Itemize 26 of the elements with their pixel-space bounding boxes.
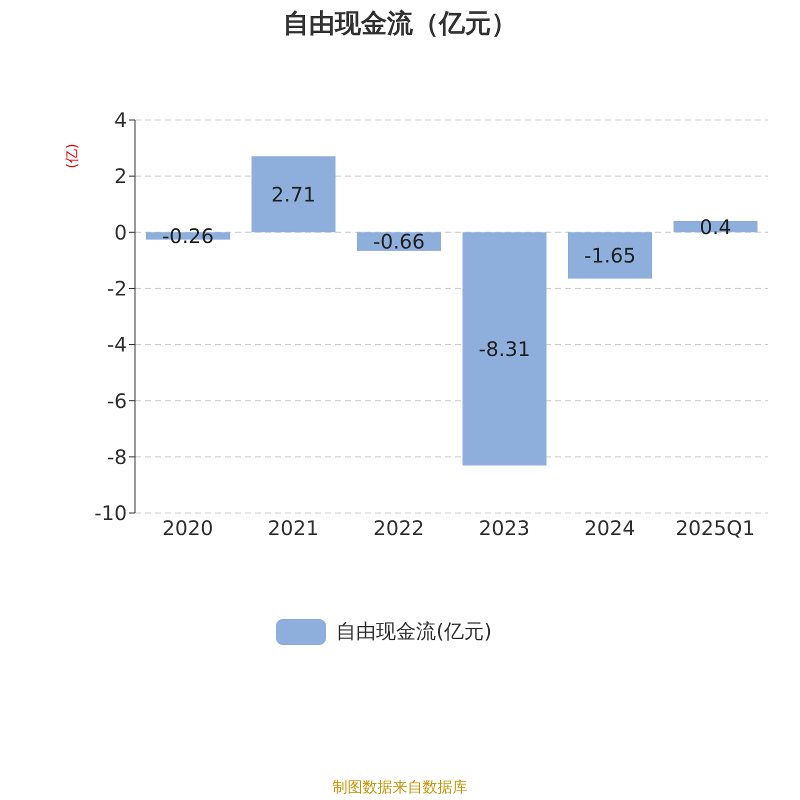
y-axis-title: (亿) xyxy=(63,144,81,168)
chart-title: 自由现金流（亿元） xyxy=(282,8,518,41)
x-tick-label: 2024 xyxy=(584,516,636,540)
legend-label: 自由现金流(亿元) xyxy=(336,618,492,645)
data-label: 2.71 xyxy=(271,182,316,206)
text: 制图数据来自数据库 xyxy=(332,778,468,796)
data-label: -1.65 xyxy=(584,244,636,268)
bar xyxy=(568,232,652,279)
y-tick-label: -2 xyxy=(107,276,127,301)
data-label: -8.31 xyxy=(478,337,530,362)
y-tick-label: -10 xyxy=(94,501,127,526)
x-tick-label: 2022 xyxy=(373,516,424,540)
y-tick-label: -8 xyxy=(107,444,127,469)
data-label: -0.66 xyxy=(373,230,425,254)
y-tick-label: 0 xyxy=(114,220,127,244)
data-label: 0.4 xyxy=(700,214,732,239)
y-tick-label: 2 xyxy=(114,164,127,188)
x-tick-label: 2023 xyxy=(478,516,530,540)
bar xyxy=(462,232,546,466)
y-tick-label: -6 xyxy=(107,388,127,413)
x-tick-label: 2020 xyxy=(162,516,214,540)
bar xyxy=(252,156,336,232)
x-tick-label: 2021 xyxy=(268,516,319,540)
x-tick-label: 2025Q1 xyxy=(676,516,755,540)
y-tick-label: 4 xyxy=(114,108,127,132)
y-tick-label: -4 xyxy=(107,332,127,357)
